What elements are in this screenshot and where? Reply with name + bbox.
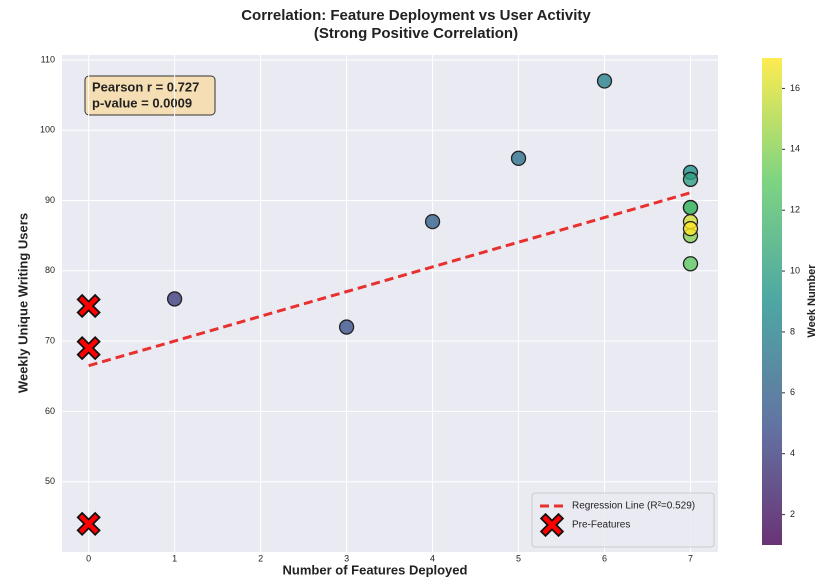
annotation-box [84, 75, 216, 116]
colorbar-tick-label: 14 [790, 144, 800, 154]
chart-subtitle: (Strong Positive Correlation) [314, 25, 518, 42]
scatter-point [424, 213, 441, 230]
x-stroke [78, 338, 99, 358]
pre-feature-marker [76, 293, 101, 319]
x-tick-label: 5 [516, 553, 521, 563]
scatter-point [682, 171, 699, 188]
x-stroke [78, 514, 99, 534]
scatter-point [510, 150, 527, 166]
pre-feature-marker [76, 511, 101, 537]
legend-box [531, 492, 715, 548]
pre-feature-marker [76, 335, 101, 361]
colorbar-tick-label: 10 [790, 265, 800, 275]
scatter-point [682, 220, 699, 237]
colorbar-tick-label: 12 [790, 205, 800, 215]
y-tick-label: 100 [40, 125, 55, 135]
x-tick-label: 1 [172, 553, 177, 563]
colorbar-tick-label: 2 [790, 509, 795, 519]
annotation: Pearson r = 0.727 [92, 79, 199, 94]
x-stroke [78, 296, 99, 316]
regression-line [88, 191, 691, 368]
y-tick-label: 80 [45, 265, 55, 275]
annotation: p-value = 0.0009 [92, 95, 192, 110]
y-axis-label: Weekly Unique Writing Users [15, 213, 30, 393]
y-tick-label: 110 [41, 54, 55, 64]
colorbar-tick-label: 8 [790, 326, 795, 336]
x-tick-label: 4 [430, 553, 435, 563]
y-tick-label: 90 [45, 195, 55, 205]
scatter-point [596, 73, 613, 89]
x-axis-label: Number of Features Deployed [283, 562, 468, 577]
legend-label: Regression Line (R²=0.529) [572, 501, 695, 512]
x-tick-label: 3 [344, 553, 349, 563]
legend-swatch [539, 512, 565, 538]
x-tick-label: 7 [688, 553, 693, 563]
colorbar-label: Week Number [806, 264, 818, 338]
chart-title: Correlation: Feature Deployment vs User … [241, 7, 591, 24]
y-tick-label: 70 [45, 335, 55, 345]
x-tick-label: 6 [602, 553, 607, 563]
scatter-point [682, 256, 699, 272]
colorbar-tick-label: 6 [790, 387, 795, 397]
scatter-point [682, 199, 699, 216]
scatter-point [166, 291, 183, 307]
scatter-point [338, 319, 355, 335]
x-stroke [542, 515, 562, 535]
legend-label: Pre-Features [572, 520, 630, 531]
colorbar-tick-label: 4 [790, 448, 795, 458]
y-tick-label: 60 [45, 406, 55, 416]
colorbar-tick-label: 16 [790, 83, 800, 93]
x-tick-label: 0 [86, 553, 91, 563]
plot-area [62, 55, 718, 552]
x-tick-label: 2 [258, 553, 263, 563]
y-tick-label: 50 [45, 476, 55, 486]
colorbar [762, 58, 782, 545]
